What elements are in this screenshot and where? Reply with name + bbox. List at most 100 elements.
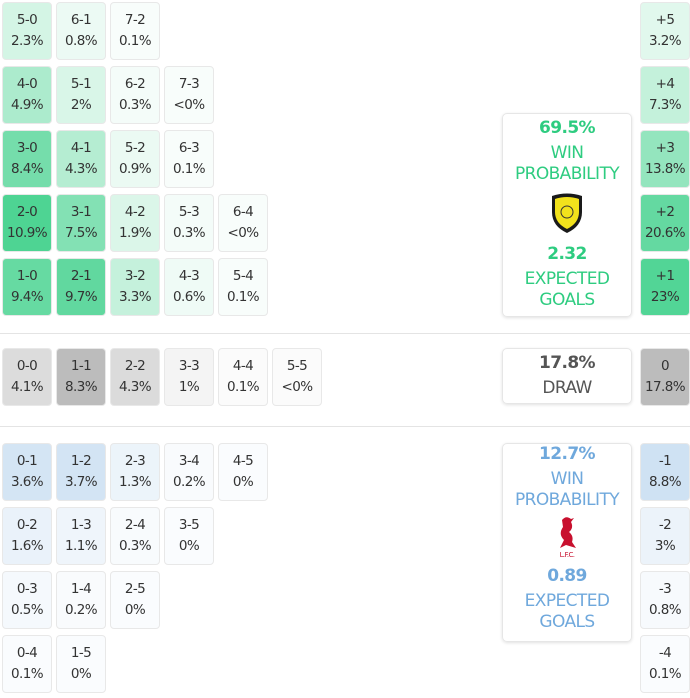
scoreline-cell[interactable]: 1-3 1.1% bbox=[56, 507, 106, 565]
probability-value: 0.1% bbox=[227, 379, 260, 395]
scoreline-cell[interactable]: 3-4 0.2% bbox=[164, 443, 214, 501]
probability-value: 3.7% bbox=[65, 474, 98, 490]
score-label: 6-4 bbox=[232, 204, 254, 220]
scoreline-cell[interactable]: 2-1 9.7% bbox=[56, 258, 106, 316]
scoreline-cell[interactable]: 6-2 0.3% bbox=[110, 66, 160, 124]
goal-margin-cell[interactable]: -3 0.8% bbox=[640, 571, 690, 629]
score-label: 1-5 bbox=[70, 645, 92, 661]
scoreline-cell[interactable]: 0-1 3.6% bbox=[2, 443, 52, 501]
scoreline-cell[interactable]: 3-5 0% bbox=[164, 507, 214, 565]
scoreline-cell[interactable]: 4-5 0% bbox=[218, 443, 268, 501]
probability-value: 0.3% bbox=[119, 538, 152, 554]
scoreline-cell[interactable]: 3-2 3.3% bbox=[110, 258, 160, 316]
draw-pct: 17.8% bbox=[539, 353, 596, 373]
goal-margin-cell[interactable]: +2 20.6% bbox=[640, 194, 690, 252]
score-label: 1-1 bbox=[70, 358, 92, 374]
scoreline-cell[interactable]: 4-0 4.9% bbox=[2, 66, 52, 124]
probability-value: 23% bbox=[650, 289, 680, 305]
goal-margin-cell[interactable]: +4 7.3% bbox=[640, 66, 690, 124]
scoreline-cell[interactable]: 1-5 0% bbox=[56, 635, 106, 693]
scoreline-cell[interactable]: 5-3 0.3% bbox=[164, 194, 214, 252]
score-label: 0-3 bbox=[16, 581, 38, 597]
goal-margin-cell[interactable]: -2 3% bbox=[640, 507, 690, 565]
probability-value: 2.3% bbox=[11, 33, 44, 49]
scoreline-cell[interactable]: 0-4 0.1% bbox=[2, 635, 52, 693]
draw-summary-panel: 17.8% DRAW bbox=[502, 348, 632, 404]
probability-value: 8.3% bbox=[65, 379, 98, 395]
score-label: 2-2 bbox=[124, 358, 146, 374]
score-label: 2-4 bbox=[124, 517, 146, 533]
probability-value: 0.1% bbox=[227, 289, 260, 305]
score-label: 3-0 bbox=[16, 140, 38, 156]
goal-margin-cell[interactable]: +5 3.2% bbox=[640, 2, 690, 60]
scoreline-cell[interactable]: 6-4 <0% bbox=[218, 194, 268, 252]
scoreline-cell[interactable]: 5-5 <0% bbox=[272, 348, 322, 406]
scoreline-cell[interactable]: 7-2 0.1% bbox=[110, 2, 160, 60]
scoreline-cell[interactable]: 1-2 3.7% bbox=[56, 443, 106, 501]
score-label: 0 bbox=[661, 358, 670, 374]
probability-value: 0.8% bbox=[65, 33, 98, 49]
goal-margin-cell[interactable]: +3 13.8% bbox=[640, 130, 690, 188]
goal-margin-cell[interactable]: -4 0.1% bbox=[640, 635, 690, 693]
score-label: 7-3 bbox=[178, 76, 200, 92]
scoreline-cell[interactable]: 1-4 0.2% bbox=[56, 571, 106, 629]
scoreline-cell[interactable]: 3-0 8.4% bbox=[2, 130, 52, 188]
scoreline-cell[interactable]: 2-4 0.3% bbox=[110, 507, 160, 565]
score-label: 1-4 bbox=[70, 581, 92, 597]
scoreline-cell[interactable]: 4-3 0.6% bbox=[164, 258, 214, 316]
scoreline-cell[interactable]: 4-1 4.3% bbox=[56, 130, 106, 188]
probability-value: 0% bbox=[178, 538, 200, 554]
scoreline-cell[interactable]: 1-0 9.4% bbox=[2, 258, 52, 316]
score-label: 6-3 bbox=[178, 140, 200, 156]
scoreline-cell[interactable]: 5-4 0.1% bbox=[218, 258, 268, 316]
probability-value: 13.8% bbox=[645, 161, 685, 177]
scoreline-cell[interactable]: 0-0 4.1% bbox=[2, 348, 52, 406]
home-team-crest-icon bbox=[552, 193, 582, 233]
scoreline-cell[interactable]: 5-0 2.3% bbox=[2, 2, 52, 60]
goal-margin-cell[interactable]: +1 23% bbox=[640, 258, 690, 316]
score-label: -2 bbox=[658, 517, 672, 533]
score-label: 3-1 bbox=[70, 204, 92, 220]
home-summary-panel: 69.5% WIN PROBABILITY 2.32 EXPECTED GOALS bbox=[502, 113, 632, 317]
scoreline-cell[interactable]: 5-2 0.9% bbox=[110, 130, 160, 188]
scoreline-cell[interactable]: 3-3 1% bbox=[164, 348, 214, 406]
probability-value: 0.6% bbox=[173, 289, 206, 305]
probability-value: <0% bbox=[227, 225, 260, 241]
scoreline-cell[interactable]: 5-1 2% bbox=[56, 66, 106, 124]
scoreline-cell[interactable]: 0-2 1.6% bbox=[2, 507, 52, 565]
goal-margin-cell[interactable]: 0 17.8% bbox=[640, 348, 690, 406]
scoreline-cell[interactable]: 1-1 8.3% bbox=[56, 348, 106, 406]
away-win-label: WIN PROBABILITY bbox=[514, 469, 620, 510]
probability-value: 0% bbox=[124, 602, 146, 618]
scoreline-cell[interactable]: 4-4 0.1% bbox=[218, 348, 268, 406]
goal-margin-cell[interactable]: -1 8.8% bbox=[640, 443, 690, 501]
probability-value: <0% bbox=[173, 97, 206, 113]
score-label: 5-1 bbox=[70, 76, 92, 92]
probability-value: 0.9% bbox=[119, 161, 152, 177]
probability-value: 0.5% bbox=[11, 602, 44, 618]
scoreline-cell[interactable]: 2-3 1.3% bbox=[110, 443, 160, 501]
scoreline-cell[interactable]: 4-2 1.9% bbox=[110, 194, 160, 252]
away-summary-panel: 12.7% WIN PROBABILITY L.F.C. 0.89 EXPECTE… bbox=[502, 443, 632, 642]
scoreline-cell[interactable]: 0-3 0.5% bbox=[2, 571, 52, 629]
scoreline-cell[interactable]: 6-3 0.1% bbox=[164, 130, 214, 188]
probability-value: 0.3% bbox=[119, 97, 152, 113]
score-label: 1-2 bbox=[70, 453, 92, 469]
score-label: 3-2 bbox=[124, 268, 146, 284]
scoreline-cell[interactable]: 7-3 <0% bbox=[164, 66, 214, 124]
probability-value: 0.1% bbox=[173, 161, 206, 177]
scoreline-cell[interactable]: 6-1 0.8% bbox=[56, 2, 106, 60]
score-label: 4-3 bbox=[178, 268, 200, 284]
score-label: 2-5 bbox=[124, 581, 146, 597]
scoreline-cell[interactable]: 2-5 0% bbox=[110, 571, 160, 629]
score-label: +5 bbox=[655, 12, 675, 28]
scoreline-cell[interactable]: 2-0 10.9% bbox=[2, 194, 52, 252]
scoreline-cell[interactable]: 3-1 7.5% bbox=[56, 194, 106, 252]
score-label: 0-4 bbox=[16, 645, 38, 661]
score-label: -1 bbox=[658, 453, 672, 469]
probability-value: 0.2% bbox=[65, 602, 98, 618]
home-win-label: WIN PROBABILITY bbox=[514, 143, 620, 184]
scoreline-cell[interactable]: 2-2 4.3% bbox=[110, 348, 160, 406]
probability-value: 1.6% bbox=[11, 538, 44, 554]
score-label: 4-0 bbox=[16, 76, 38, 92]
